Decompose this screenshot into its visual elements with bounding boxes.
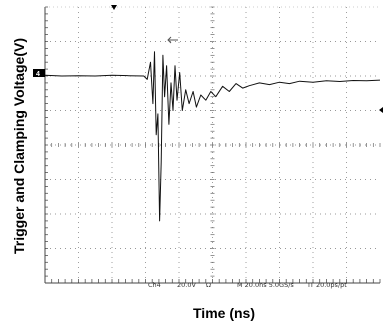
series-layer — [44, 51, 381, 222]
channel-marker — [33, 69, 45, 77]
plot-frame — [44, 6, 381, 284]
y-axis-label: Trigger and Clamping Voltage(V) — [11, 38, 27, 254]
readout-record: IT 20.0ps/pt — [308, 281, 347, 289]
readout-volts-per-div: 20.0V — [177, 281, 196, 289]
readout-timebase: M 20.0ns 5.0GS/s — [237, 281, 294, 289]
trigger-level-marker — [379, 107, 383, 113]
readout-coupling: Ω — [206, 281, 211, 289]
readout-channel: Ch4 — [148, 281, 161, 289]
scope-markers: 4 — [33, 5, 383, 113]
x-axis-label: Time (ns) — [193, 305, 255, 321]
left-arrow-icon — [167, 36, 178, 44]
scope-readout: Ch4 20.0V Ω M 20.0ns 5.0GS/s IT 20.0ps/p… — [148, 281, 347, 289]
trigger-position-marker — [111, 5, 117, 10]
channel-marker-label: 4 — [36, 71, 40, 78]
series-line-0 — [44, 51, 381, 222]
